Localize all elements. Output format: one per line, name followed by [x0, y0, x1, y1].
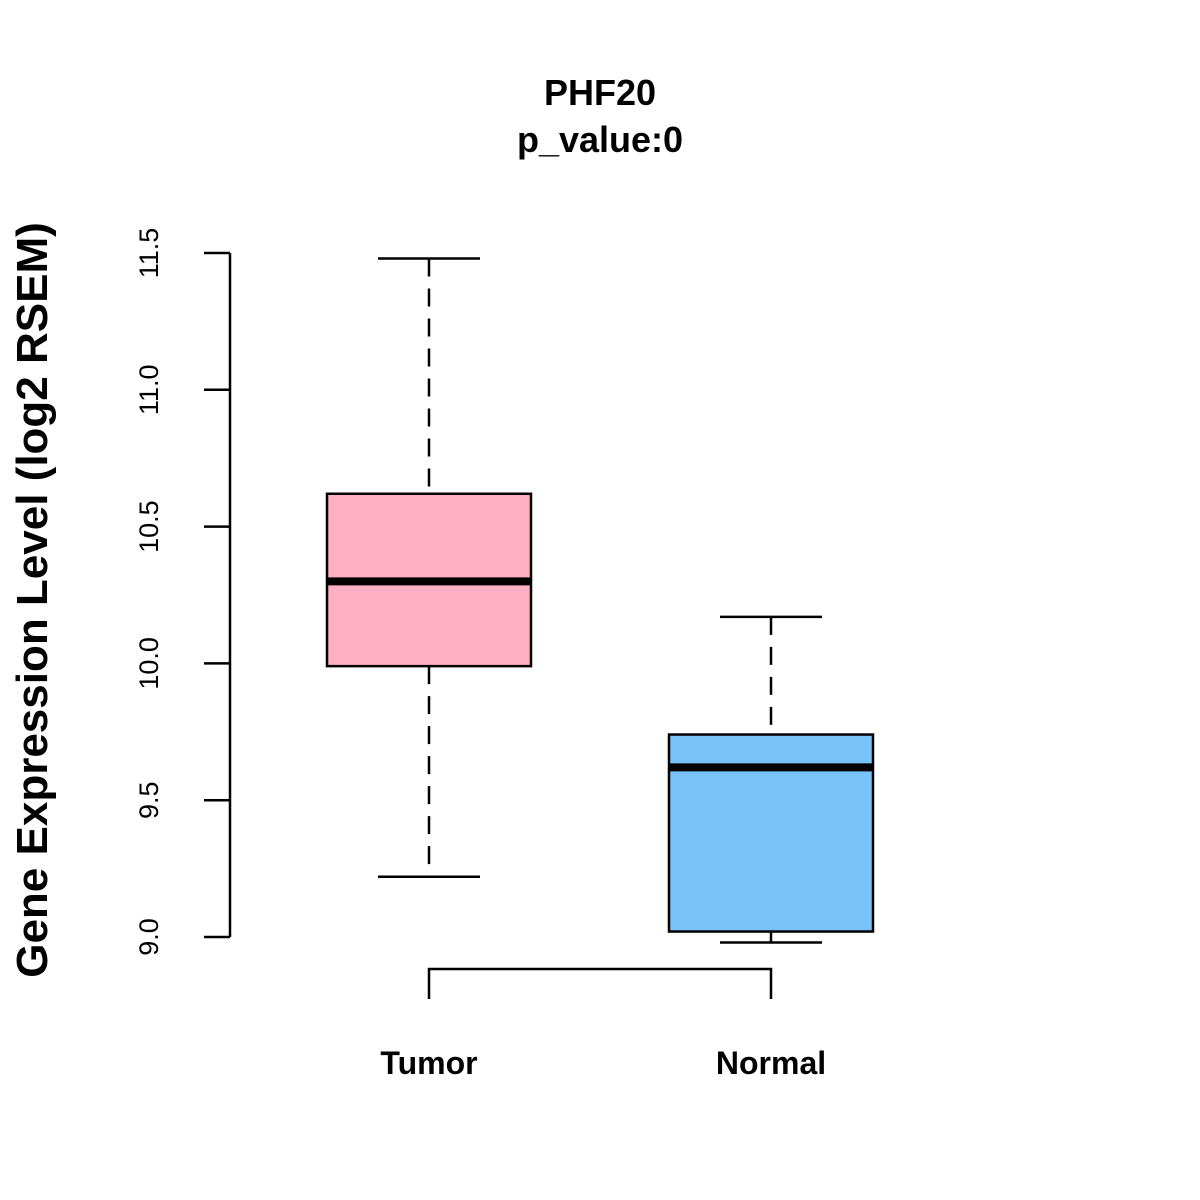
- y-axis-label: Gene Expression Level (log2 RSEM): [8, 222, 57, 978]
- comparison-bracket: [427, 967, 773, 999]
- y-tick-label-11.0: 11.0: [134, 365, 164, 416]
- y-tick-label-11.5: 11.5: [134, 228, 164, 279]
- bracket-line: [427, 967, 773, 999]
- y-tick-label-9.0: 9.0: [134, 918, 164, 956]
- chart-subtitle: p_value:0: [517, 119, 683, 160]
- x-label-tumor: Tumor: [380, 1045, 477, 1081]
- y-tick-label-10.5: 10.5: [134, 500, 164, 553]
- box-group: [325, 257, 875, 944]
- chart-title: PHF20: [544, 72, 656, 113]
- x-label-normal: Normal: [716, 1045, 826, 1081]
- y-axis-ticks: 9.0 9.5 10.0 10.5 11.0 11.5: [134, 228, 230, 956]
- y-tick-label-10.0: 10.0: [134, 637, 164, 690]
- y-tick-label-9.5: 9.5: [134, 781, 164, 819]
- x-axis-labels: Tumor Normal: [380, 1045, 826, 1081]
